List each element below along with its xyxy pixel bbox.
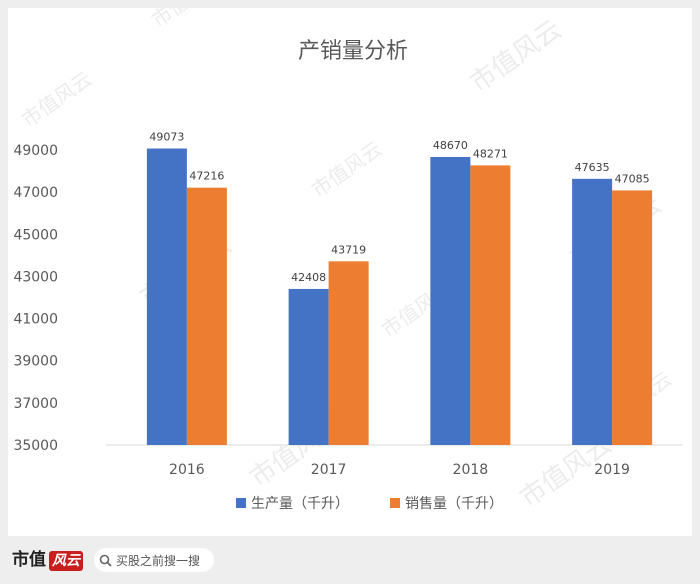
data-label: 47085 <box>615 172 650 185</box>
legend-swatch <box>236 498 246 508</box>
data-label: 42408 <box>291 271 326 284</box>
bar[interactable] <box>146 148 187 445</box>
y-tick-label: 41000 <box>13 312 58 328</box>
y-tick-label: 43000 <box>13 269 58 285</box>
legend-label: 生产量（千升） <box>251 496 349 512</box>
bar[interactable] <box>470 165 511 446</box>
y-tick-label: 49000 <box>13 143 58 159</box>
bar[interactable] <box>572 178 613 445</box>
chart-title: 产销量分析 <box>298 39 408 64</box>
x-tick-label: 2016 <box>169 462 205 478</box>
legend-swatch <box>390 498 400 508</box>
data-label: 48271 <box>473 147 508 160</box>
y-tick-label: 39000 <box>13 354 58 370</box>
data-label: 47635 <box>575 161 610 174</box>
chart-card: 市值风云市值风云市值风云市值风云市值风云市值风云市值风云市值风云市值风云市值风云… <box>8 8 692 536</box>
y-axis: 35000 37000 39000 41000 43000 45000 47000 49000 <box>13 143 683 454</box>
y-tick-label: 35000 <box>13 438 58 454</box>
footer-bar: 市值 风云 买股之前搜一搜 <box>0 536 700 584</box>
data-label: 43719 <box>331 243 366 256</box>
brand-stamp: 风云 <box>49 551 83 571</box>
bar[interactable] <box>328 261 369 445</box>
x-tick-label: 2019 <box>594 462 630 478</box>
brand-logo[interactable]: 市值 风云 <box>12 550 83 571</box>
y-tick-label: 45000 <box>13 227 58 243</box>
legend-label: 销售量（千升） <box>405 496 503 512</box>
data-label: 47216 <box>189 170 224 183</box>
brand-name: 市值 <box>12 550 46 570</box>
bar[interactable] <box>288 288 329 445</box>
y-tick-label: 37000 <box>13 396 58 412</box>
data-labels: 49073 47216 42408 43719 48670 48271 47635 47085 <box>149 131 649 284</box>
data-label: 49073 <box>149 131 184 144</box>
search-bar[interactable]: 买股之前搜一搜 <box>94 548 214 572</box>
x-tick-label: 2018 <box>453 462 489 478</box>
watermark-text: 市值风云 <box>307 137 386 203</box>
y-tick-label: 47000 <box>13 185 58 201</box>
bar[interactable] <box>186 187 227 445</box>
data-label: 48670 <box>433 139 468 152</box>
bar[interactable] <box>430 157 471 445</box>
x-axis: 2016 2017 2018 2019 <box>169 462 630 478</box>
legend[interactable]: 生产量（千升） 销售量（千升） <box>236 496 503 512</box>
watermark-text: 市值风云 <box>17 67 96 133</box>
search-placeholder: 买股之前搜一搜 <box>116 553 201 568</box>
bars <box>146 148 653 446</box>
watermark-text: 市值风云 <box>465 14 567 98</box>
watermark-text: 市值风云 <box>147 8 226 32</box>
search-icon <box>94 548 116 572</box>
x-tick-label: 2017 <box>311 462 347 478</box>
bar[interactable] <box>612 190 653 445</box>
bar-chart: 市值风云市值风云市值风云市值风云市值风云市值风云市值风云市值风云市值风云市值风云… <box>13 8 683 514</box>
